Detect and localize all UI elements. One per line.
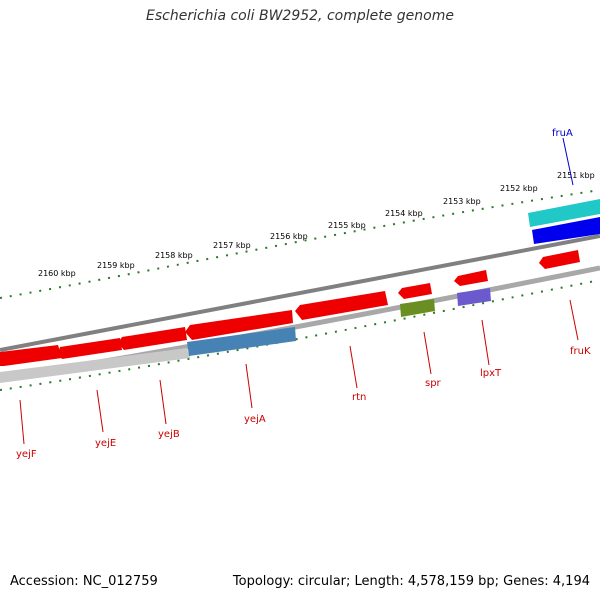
callout-rtn bbox=[349, 345, 358, 389]
cds-arrow-yejB bbox=[118, 327, 187, 350]
gene-label-yejF: yejF bbox=[16, 449, 37, 460]
upper-ruler-dots bbox=[0, 189, 600, 299]
tick-label-2152: 2152 kbp bbox=[500, 184, 538, 193]
spr-feature-box bbox=[400, 299, 435, 317]
gray-feature-box bbox=[0, 348, 190, 383]
tick-label-2157: 2157 kbp bbox=[213, 241, 251, 250]
genome-summary-text: Topology: circular; Length: 4,578,159 bp… bbox=[232, 574, 590, 589]
gene-label-lpxT: lpxT bbox=[480, 368, 502, 379]
cds-arrow-yejF bbox=[0, 345, 62, 366]
tick-label-2159: 2159 kbp bbox=[97, 261, 135, 270]
callout-fruK bbox=[569, 299, 579, 341]
tick-label-2158: 2158 kbp bbox=[155, 251, 193, 260]
cds-arrow-spr bbox=[398, 283, 432, 299]
fruA-inner-band bbox=[532, 217, 600, 244]
yejA-feature-box bbox=[187, 327, 296, 356]
cds-arrow-yejA bbox=[185, 310, 293, 340]
callout-lpxT bbox=[481, 319, 490, 366]
accession-text: Accession: NC_012759 bbox=[10, 574, 158, 589]
gene-label-fruA: fruA bbox=[552, 128, 573, 139]
tick-label-2153: 2153 kbp bbox=[443, 197, 481, 206]
tick-label-2154: 2154 kbp bbox=[385, 209, 423, 218]
gene-label-rtn: rtn bbox=[352, 392, 366, 403]
callout-fruA bbox=[562, 137, 574, 186]
callout-yejB bbox=[159, 379, 167, 425]
tick-label-2151: 2151 kbp bbox=[557, 171, 595, 180]
gene-label-yejB: yejB bbox=[158, 429, 180, 440]
cds-arrow-rtn bbox=[295, 291, 388, 320]
gene-label-yejA: yejA bbox=[244, 414, 266, 425]
tick-label-2155: 2155 kbp bbox=[328, 221, 366, 230]
cds-arrow-lpxT bbox=[454, 270, 488, 286]
tick-label-2156: 2156 kbp bbox=[270, 232, 308, 241]
tick-label-2160: 2160 kbp bbox=[38, 269, 76, 278]
callout-yejA bbox=[245, 363, 253, 409]
lower-ruler-dots bbox=[0, 279, 600, 391]
gene-label-yejE: yejE bbox=[95, 438, 116, 449]
genome-backbone-outer bbox=[0, 234, 600, 352]
fruA-outer-band bbox=[528, 199, 600, 227]
gene-label-spr: spr bbox=[425, 378, 442, 389]
lpxT-feature-box bbox=[457, 288, 491, 306]
gene-label-fruK: fruK bbox=[570, 346, 591, 357]
map-title: Escherichia coli BW2952, complete genome bbox=[146, 8, 454, 24]
callout-spr bbox=[423, 331, 432, 375]
callout-yejE bbox=[96, 389, 104, 433]
callout-yejF bbox=[19, 399, 25, 445]
cds-arrow-yejE bbox=[58, 338, 122, 359]
cds-arrow-fruK bbox=[539, 250, 580, 269]
